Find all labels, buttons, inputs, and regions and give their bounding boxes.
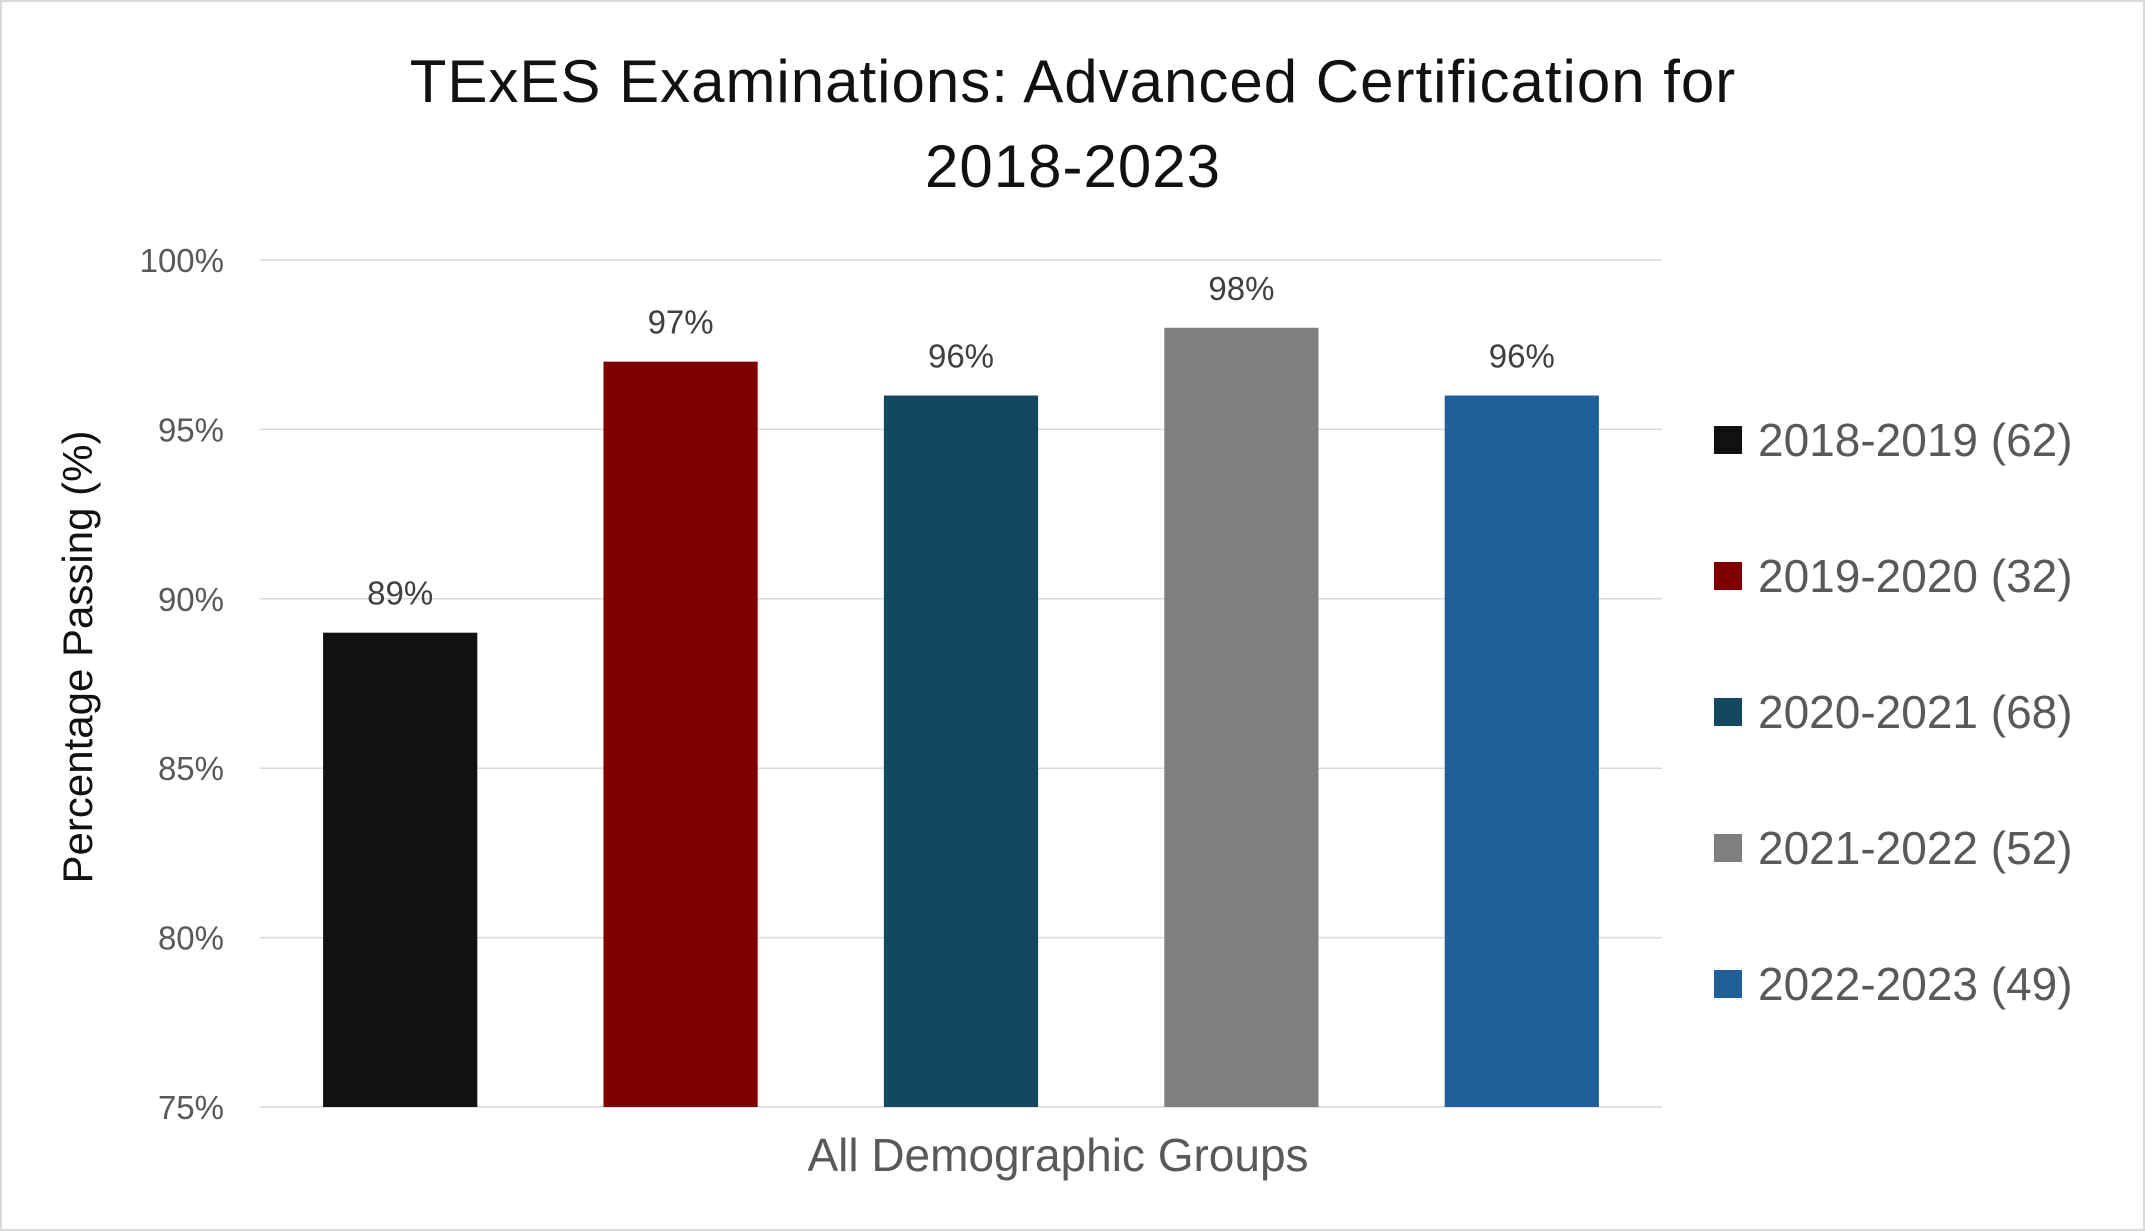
data-label: 98% xyxy=(1208,270,1274,307)
x-axis-title: All Demographic Groups xyxy=(807,1129,1308,1181)
bar-2019-2020 xyxy=(603,361,758,1107)
data-labels: 89% 97% 96% 98% 96% xyxy=(367,270,1555,612)
y-tick-label: 100% xyxy=(140,242,224,279)
legend-label: 2019-2020 (32) xyxy=(1758,550,2073,602)
y-tick-label: 75% xyxy=(158,1089,224,1126)
data-label: 89% xyxy=(367,575,433,612)
legend: 2018-2019 (62) 2019-2020 (32) 2020-2021 (6… xyxy=(1714,414,2073,1010)
legend-swatch xyxy=(1714,562,1742,590)
legend-swatch xyxy=(1714,698,1742,726)
y-axis-title: Percentage Passing (%) xyxy=(54,431,101,884)
y-tick-label: 80% xyxy=(158,920,224,957)
data-label: 96% xyxy=(928,338,994,375)
chart-title-line-2: 2018-2023 xyxy=(925,133,1221,200)
data-label: 97% xyxy=(648,304,714,341)
bar-2021-2022 xyxy=(1164,327,1319,1107)
legend-label: 2020-2021 (68) xyxy=(1758,686,2073,738)
y-tick-label: 95% xyxy=(158,411,224,448)
data-label: 96% xyxy=(1489,338,1555,375)
legend-label: 2021-2022 (52) xyxy=(1758,822,2073,874)
bar-2020-2021 xyxy=(883,395,1039,1107)
y-axis-ticks: 75% 80% 85% 90% 95% 100% xyxy=(140,242,224,1126)
bars xyxy=(323,327,1599,1107)
legend-swatch xyxy=(1714,426,1742,454)
bar-2018-2019 xyxy=(323,632,478,1107)
y-tick-label: 85% xyxy=(158,750,224,787)
y-tick-label: 90% xyxy=(158,581,224,618)
chart-title-line-1: TExES Examinations: Advanced Certificati… xyxy=(410,48,1737,115)
legend-label: 2018-2019 (62) xyxy=(1758,414,2073,466)
legend-swatch xyxy=(1714,970,1742,998)
bar-2022-2023 xyxy=(1444,395,1599,1107)
legend-swatch xyxy=(1714,834,1742,862)
legend-label: 2022-2023 (49) xyxy=(1758,958,2073,1010)
